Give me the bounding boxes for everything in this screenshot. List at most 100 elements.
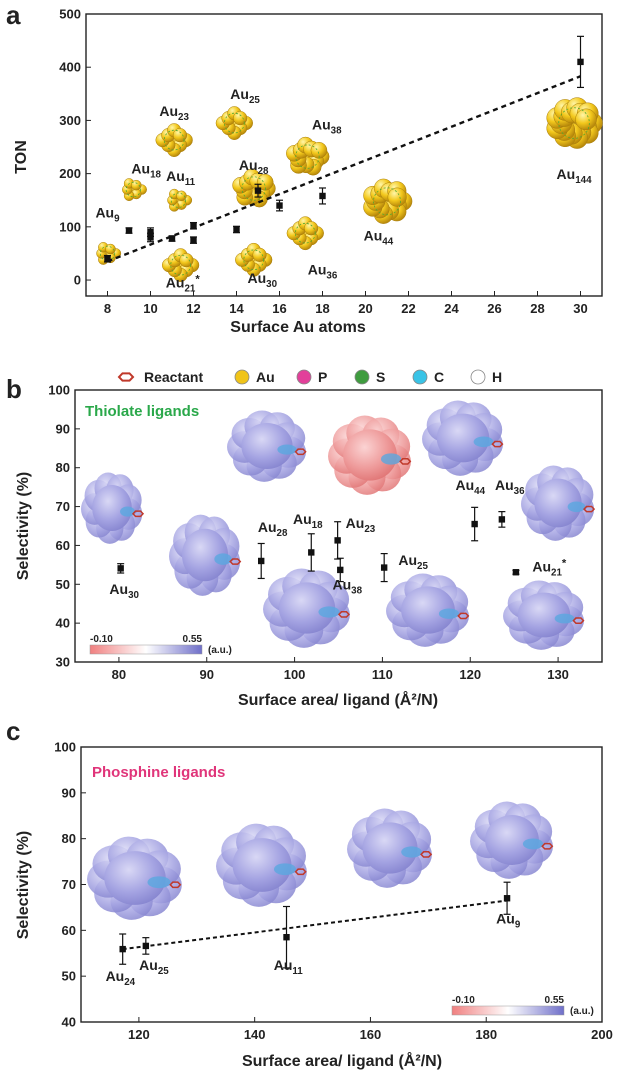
data-point (147, 228, 154, 236)
y-tick-label: 60 (56, 538, 70, 553)
cluster-label-name: Au (95, 204, 114, 220)
cluster-label-subscript: 44 (382, 237, 393, 248)
panel-b-inset-title: Thiolate ligands (85, 403, 199, 420)
cluster-label-subscript: 36 (514, 486, 525, 497)
cluster-label-name: Au (159, 103, 178, 119)
x-tick-label: 100 (284, 667, 306, 682)
y-tick-label: 300 (59, 113, 81, 128)
cluster-label: Au36 (308, 262, 338, 282)
data-point (577, 58, 584, 66)
x-tick-label: 20 (358, 301, 372, 316)
y-tick-label: 90 (62, 785, 76, 800)
reactant-molecule (572, 617, 585, 624)
y-tick-label: 70 (62, 877, 76, 892)
ligand-tail (120, 506, 135, 517)
cluster-label-subscript: 11 (292, 966, 303, 977)
panel-a-points (104, 35, 584, 263)
data-point (142, 942, 150, 950)
surface-core (362, 822, 418, 874)
ligand-tail (473, 436, 494, 448)
gold-atom (252, 247, 267, 262)
cluster-label: Au18 (131, 161, 161, 181)
legend-label: S (376, 369, 385, 385)
panel-c-ticks: 120 140 160 180 200 40 50 60 70 80 90 100 (54, 740, 613, 1043)
y-tick-label: 70 (56, 499, 70, 514)
y-tick-label: 100 (54, 740, 76, 755)
cluster-label-name: Au (274, 957, 293, 973)
gold-atom (176, 190, 187, 202)
data-point (125, 227, 133, 234)
ligand-shell (294, 222, 316, 244)
ligand-shell (99, 245, 116, 262)
colorbar-unit: (a.u.) (208, 645, 232, 656)
cluster-label-subscript: 11 (185, 177, 196, 188)
legend-label: H (492, 369, 502, 385)
panel-a: a 8 10 12 14 16 18 20 22 24 26 28 30010020030040050… (6, 0, 603, 336)
data-point (334, 537, 341, 544)
cluster-label: Au23 (159, 103, 189, 123)
data-point (498, 516, 506, 523)
ligand-tail (401, 846, 422, 858)
gold-atom (105, 243, 116, 255)
cluster-label: Au11 (274, 957, 304, 977)
x-tick-label: 26 (487, 301, 501, 316)
gold-atom (172, 128, 188, 143)
ligand-shell (170, 254, 191, 276)
cluster-label: Au38 (332, 576, 362, 596)
data-point (512, 569, 520, 576)
colorbar-max-label: 0.55 (545, 995, 565, 1006)
cluster-label-name: Au (312, 116, 331, 132)
y-tick-label: 400 (59, 60, 81, 75)
ligand-tail (147, 876, 171, 889)
gold-atom (304, 221, 319, 236)
panel-c-inset-title: Phosphine ligands (92, 764, 225, 781)
reactant-molecule (399, 458, 412, 465)
x-tick-label: 30 (573, 301, 587, 316)
panel-b-frame (74, 389, 603, 663)
gold-atom (179, 253, 194, 268)
surface-core (232, 838, 292, 892)
x-tick-label: 110 (372, 667, 393, 682)
legend-label: Reactant (144, 369, 203, 385)
cluster-label-superscript: * (195, 273, 200, 285)
x-tick-label: 200 (591, 1027, 613, 1042)
cluster-label: Au18 (293, 511, 323, 531)
legend-swatch (470, 369, 486, 385)
legend-label: Au (256, 369, 275, 385)
panel-c-ylabel: Selectivity (%) (15, 831, 32, 939)
data-point (233, 226, 240, 233)
x-tick-label: 10 (143, 301, 157, 316)
surface-core (401, 586, 455, 634)
data-point (319, 192, 326, 200)
cluster-label: Au25 (230, 86, 260, 106)
x-tick-label: 90 (200, 667, 214, 682)
reactant-molecule (131, 510, 145, 518)
cluster-label-subscript: 21 (184, 283, 195, 294)
panel-b-letter: b (6, 374, 22, 404)
panel-b-colorbar: -0.10 0.55 (a.u.) (89, 634, 232, 656)
gold-atom (233, 111, 248, 126)
data-point (308, 549, 315, 556)
cluster-label-name: Au (230, 86, 249, 102)
y-tick-label: 80 (62, 831, 76, 846)
ligand-tail (380, 453, 402, 465)
x-tick-label: 130 (547, 667, 569, 682)
panel-b: b Reactant Au P S C H Thiolate ligands 80 90 10… (6, 369, 603, 709)
panel-c-cluster-surfaces (87, 801, 554, 920)
ligand-shell (295, 144, 320, 169)
cluster-label-name: Au (258, 519, 277, 535)
cluster-label-subscript: 44 (474, 486, 485, 497)
panel-b-points (117, 506, 520, 583)
ligand-tail (522, 838, 544, 850)
x-tick-label: 12 (186, 301, 200, 316)
cluster-label-name: Au (398, 552, 417, 568)
cluster-label-name: Au (239, 157, 258, 173)
reactant-molecule (541, 842, 554, 850)
panel-b-legend: Reactant Au P S C H (117, 369, 502, 385)
cluster-label-name: Au (166, 274, 185, 290)
cluster-label: Au23 (346, 515, 376, 535)
surface-core (278, 582, 336, 634)
surface-core (241, 422, 293, 470)
y-tick-label: 200 (59, 166, 81, 181)
